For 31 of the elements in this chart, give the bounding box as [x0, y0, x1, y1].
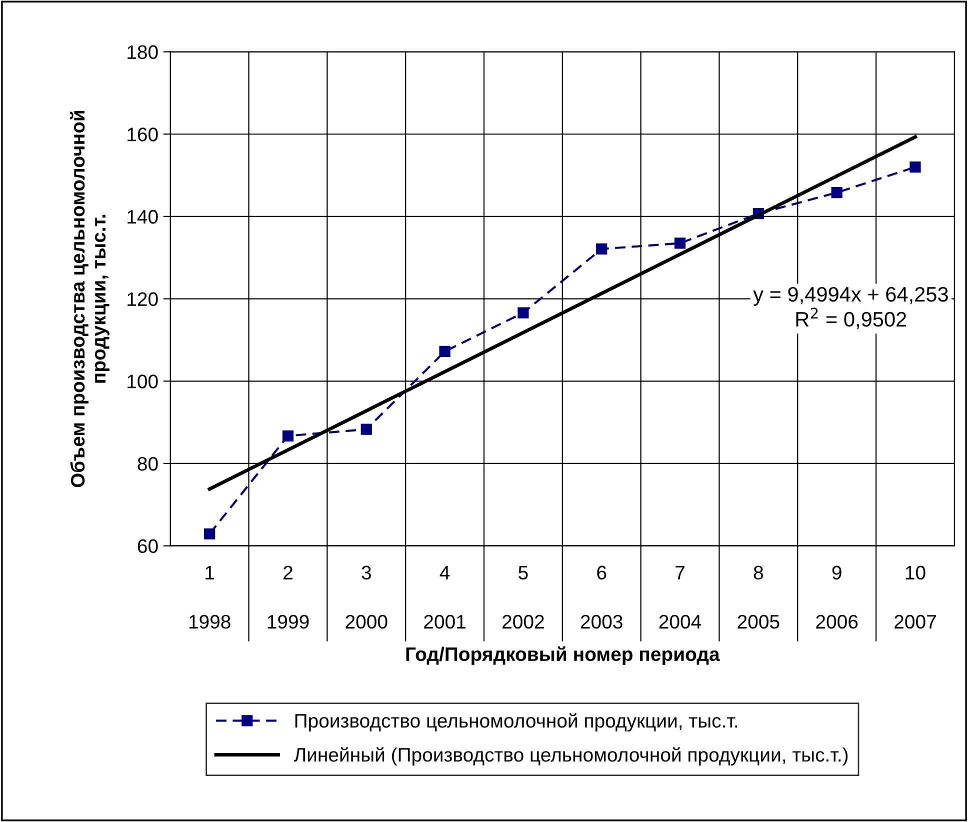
- category-label: 4 2001: [424, 566, 466, 629]
- category-label: 1 1998: [189, 566, 230, 629]
- y-tick-label: 60: [138, 539, 158, 554]
- category-label: 8 2005: [738, 566, 780, 629]
- point: [831, 187, 842, 198]
- legend-label: Производство цельномолочной продукции, тыс.т.: [295, 713, 738, 732]
- annotation: y = 9,4994x + 64,253 R$^{2}$ = 0,9502: [753, 286, 948, 330]
- category-label: 7 2004: [659, 566, 702, 629]
- legend-label: Линейный (Производство цельномолочной продукции, тыс.т.): [294, 747, 848, 766]
- point: [360, 424, 372, 435]
- point: [596, 243, 608, 255]
- y-axis-title: Объем производства цельномолочной продукции, тыс.т.: [70, 110, 110, 488]
- category-label: 6 2003: [580, 566, 622, 629]
- y-tick-label: 80: [138, 456, 158, 471]
- y-tick-label: 180: [128, 45, 158, 60]
- x-axis-title: Год/Порядковый номер периода: [406, 646, 720, 665]
- y-tick-label: 140: [128, 210, 158, 224]
- point: [910, 162, 921, 173]
- category-label: 10 2007: [894, 566, 936, 629]
- point: [518, 307, 529, 318]
- y-tick-label: 160: [128, 128, 158, 142]
- category-label: 9 2006: [816, 566, 858, 629]
- point: [439, 346, 450, 358]
- category-label: 2 1999: [268, 566, 309, 629]
- y-tick-label: 100: [128, 374, 158, 388]
- point: [204, 528, 216, 540]
- category-label: 5 2002: [502, 566, 544, 629]
- category-label: 3 2000: [346, 566, 388, 629]
- point: [282, 430, 294, 442]
- y-tick-label: 120: [128, 292, 158, 306]
- point: [674, 238, 686, 249]
